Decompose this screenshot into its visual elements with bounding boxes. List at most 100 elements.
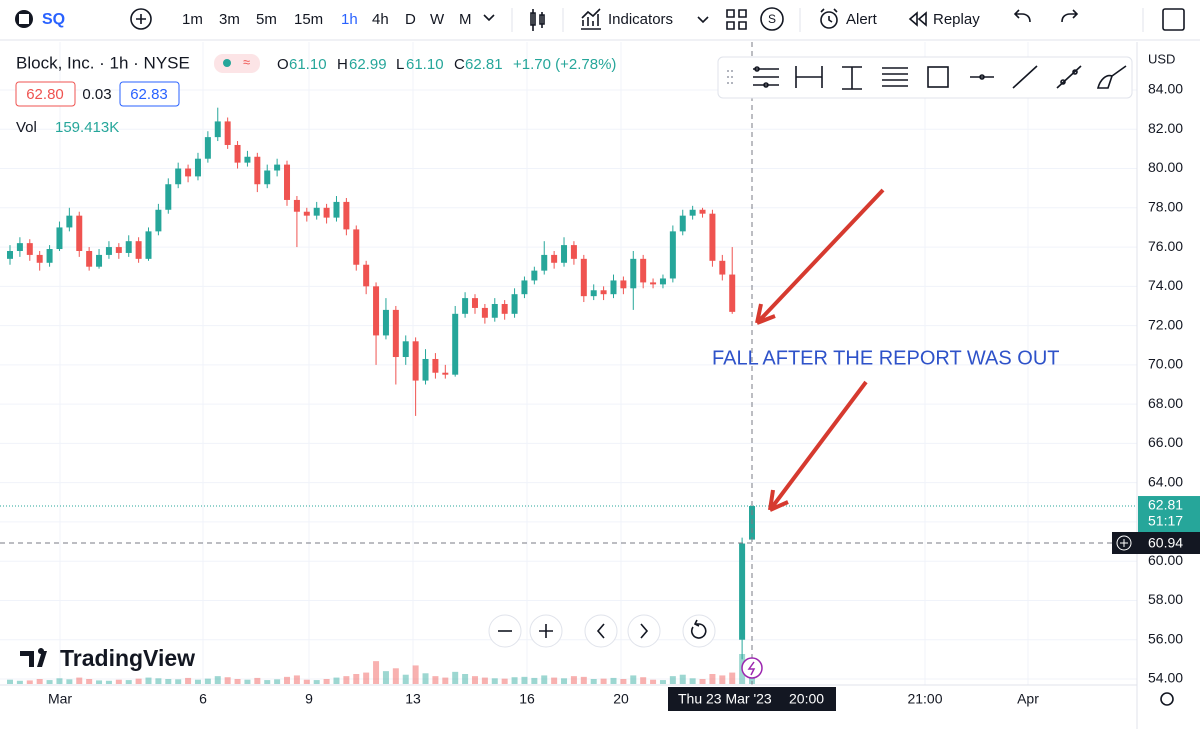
- drawing-tool[interactable]: [1012, 65, 1038, 89]
- candle-body: [412, 341, 419, 381]
- volume-bar: [284, 676, 291, 684]
- candle-body: [531, 270, 538, 281]
- countdown: 51:17: [1148, 513, 1183, 529]
- reset-chart[interactable]: [682, 614, 716, 648]
- y-tick-label: 54.00: [1148, 670, 1183, 686]
- drawing-tool[interactable]: [1056, 65, 1082, 89]
- volume-bar: [224, 677, 231, 684]
- interval[interactable]: D: [405, 11, 416, 28]
- volume-bar: [155, 678, 162, 684]
- settings-button[interactable]: [1160, 692, 1174, 706]
- volume-bar: [135, 678, 142, 684]
- candle-body: [402, 341, 409, 358]
- layout-button[interactable]: [726, 9, 747, 30]
- candle-body: [343, 201, 350, 230]
- redo-button[interactable]: [1061, 9, 1079, 23]
- volume-bar: [699, 679, 706, 684]
- volume-label: Vol: [16, 119, 37, 136]
- candle-body: [76, 215, 83, 251]
- alert-button[interactable]: Alert: [846, 11, 878, 28]
- drawing-tool[interactable]: [1096, 65, 1127, 89]
- candle-body: [175, 168, 182, 185]
- volume-bar: [620, 679, 627, 684]
- candle-body: [610, 280, 617, 295]
- candle-body: [353, 229, 360, 265]
- candle-body: [729, 274, 736, 312]
- candle-body: [600, 290, 607, 295]
- candle-body: [303, 211, 310, 216]
- crosshair-add[interactable]: [1116, 535, 1132, 551]
- compare-button[interactable]: [130, 8, 152, 30]
- candle-body: [204, 137, 211, 159]
- y-tick-label: 56.00: [1148, 630, 1183, 646]
- interval[interactable]: 3m: [219, 11, 240, 28]
- y-tick-label: 64.00: [1148, 473, 1183, 489]
- drawing-tool[interactable]: [842, 66, 862, 90]
- volume-bar: [204, 678, 211, 684]
- volume-bar: [402, 674, 409, 684]
- volume-bar: [66, 679, 73, 684]
- volume-bar: [729, 672, 736, 684]
- chart-type-button[interactable]: [530, 9, 545, 31]
- interval[interactable]: 1m: [182, 11, 203, 28]
- annotation: FALL AFTER THE REPORT WAS OUT: [712, 188, 1059, 512]
- last-price: 62.81: [1148, 497, 1183, 513]
- drawing-toolbar: [717, 56, 1133, 99]
- replay-button[interactable]: Replay: [933, 11, 980, 28]
- drawing-tool[interactable]: [795, 66, 823, 88]
- volume-bar: [353, 674, 360, 684]
- candle-body: [125, 241, 132, 253]
- earnings-marker[interactable]: [741, 657, 763, 679]
- plot-area: [0, 42, 1137, 685]
- crosshair-date-box: [668, 687, 836, 711]
- volume-bar: [600, 678, 607, 684]
- volume-value: 159.413K: [55, 119, 119, 136]
- volume-bar: [590, 679, 597, 684]
- y-tick-label: 70.00: [1148, 356, 1183, 372]
- interval-active[interactable]: 1h: [341, 11, 358, 28]
- volume-bar: [412, 665, 419, 684]
- drawing-tool[interactable]: [882, 67, 908, 87]
- interval[interactable]: W: [430, 11, 445, 28]
- volume-bar: [214, 676, 221, 684]
- y-tick-label: 82.00: [1148, 120, 1183, 136]
- volume-bar: [650, 679, 657, 684]
- last-price-box: [1138, 496, 1200, 533]
- scroll-left[interactable]: [584, 614, 618, 648]
- legend-label: L: [396, 56, 404, 73]
- candle-body: [274, 164, 281, 171]
- ask[interactable]: 62.83: [130, 86, 168, 103]
- bid[interactable]: 62.80: [26, 86, 64, 103]
- interval[interactable]: 5m: [256, 11, 277, 28]
- y-tick-label: 60.00: [1148, 552, 1183, 568]
- candle-body: [471, 298, 478, 308]
- y-tick-label: 74.00: [1148, 277, 1183, 293]
- fullscreen-button[interactable]: [1162, 8, 1185, 31]
- candle-body: [541, 254, 548, 271]
- volume-bar: [16, 680, 23, 684]
- drawing-tool[interactable]: [753, 66, 779, 88]
- indicators-button[interactable]: Indicators: [608, 11, 673, 28]
- legend-value: 61.10: [289, 56, 327, 73]
- drawing-tool[interactable]: [970, 74, 994, 80]
- interval[interactable]: M: [459, 11, 472, 28]
- symbol[interactable]: SQ: [42, 11, 65, 28]
- candle-body: [382, 309, 389, 336]
- volume-bar: [709, 674, 716, 684]
- volume-bar: [373, 661, 380, 684]
- volume-bar: [551, 677, 558, 684]
- candle-body: [551, 254, 558, 263]
- undo-button[interactable]: [1013, 9, 1031, 23]
- candle-body: [313, 207, 320, 216]
- candle-body: [491, 304, 498, 318]
- interval[interactable]: 4h: [372, 11, 389, 28]
- y-tick-label: 80.00: [1148, 159, 1183, 175]
- candle-body: [679, 215, 686, 232]
- scroll-right[interactable]: [627, 614, 661, 648]
- symbol-badge[interactable]: S: [768, 12, 776, 26]
- candle-body: [46, 249, 53, 263]
- interval[interactable]: 15m: [294, 11, 323, 28]
- drawing-tool[interactable]: [927, 66, 949, 88]
- y-tick-label: 58.00: [1148, 591, 1183, 607]
